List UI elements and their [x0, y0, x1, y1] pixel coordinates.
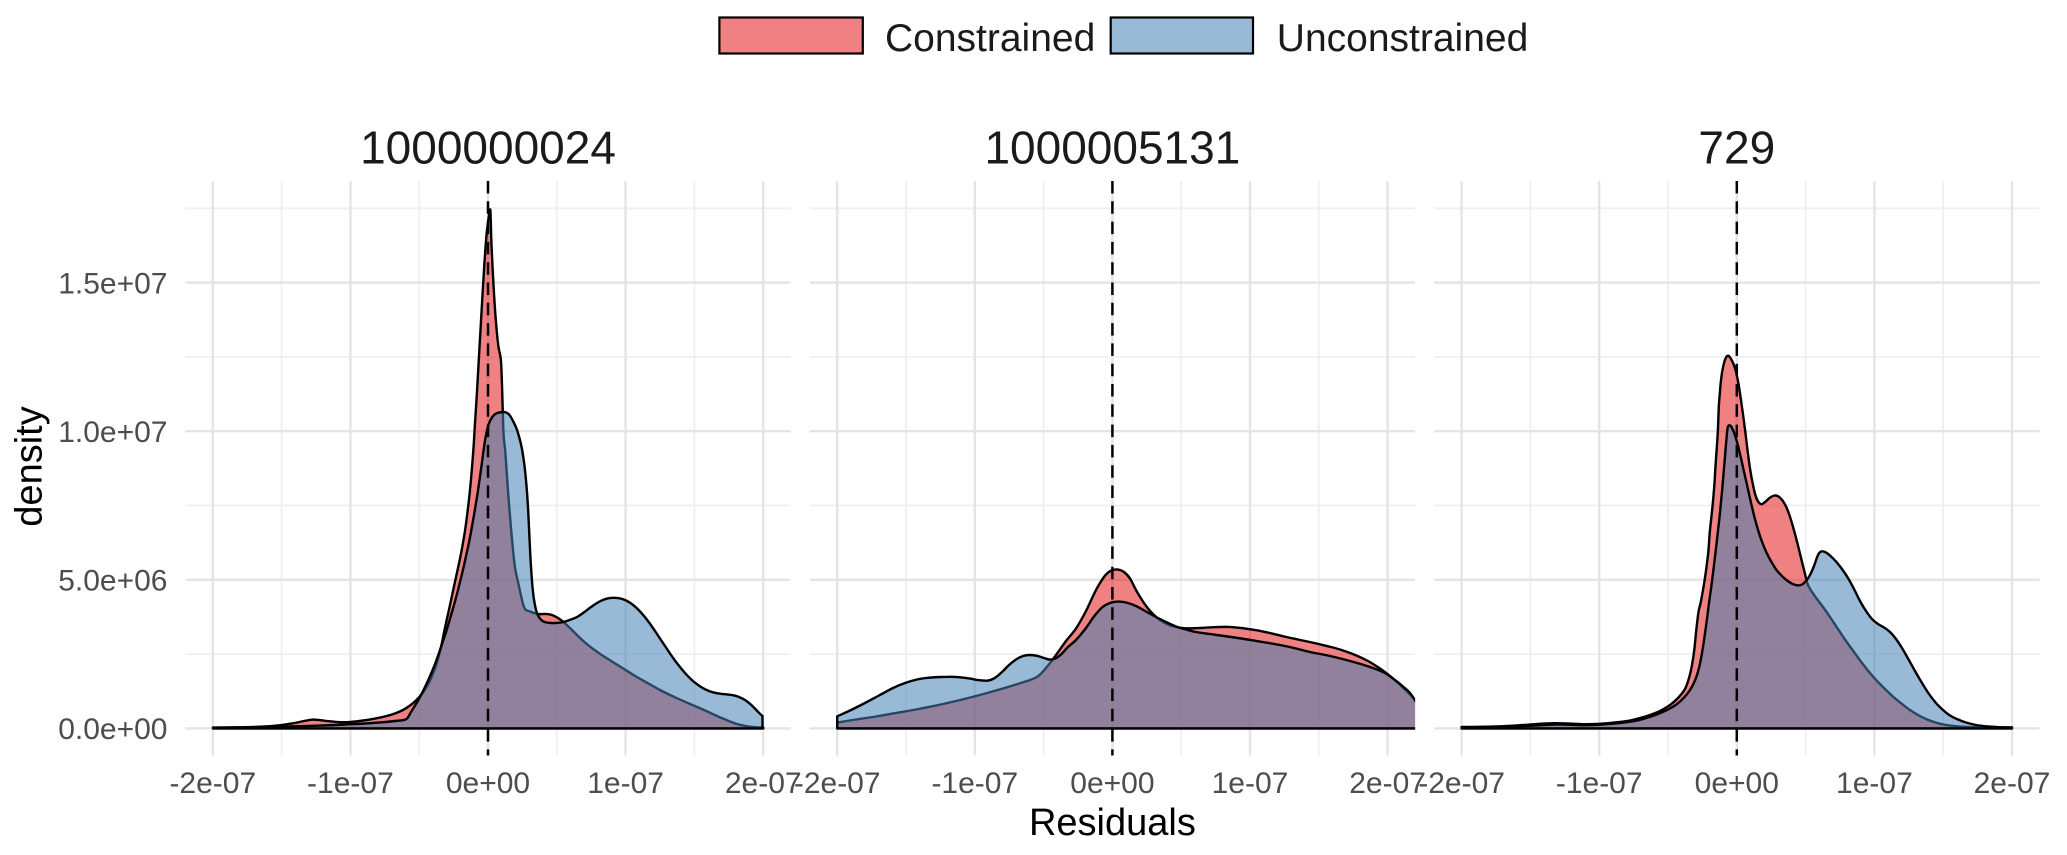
svg-text:5.0e+06: 5.0e+06 [58, 565, 167, 598]
svg-text:-1e-07: -1e-07 [1556, 767, 1643, 800]
svg-text:2e-07: 2e-07 [1974, 767, 2051, 800]
svg-text:0e+00: 0e+00 [1695, 767, 1779, 800]
svg-text:Unconstrained: Unconstrained [1277, 17, 1528, 60]
svg-text:-1e-07: -1e-07 [931, 767, 1018, 800]
svg-text:-1e-07: -1e-07 [307, 767, 394, 800]
svg-text:729: 729 [1698, 122, 1775, 174]
svg-text:Residuals: Residuals [1029, 802, 1196, 844]
svg-text:Constrained: Constrained [885, 17, 1095, 60]
svg-text:0e+00: 0e+00 [446, 767, 530, 800]
svg-text:1.5e+07: 1.5e+07 [58, 267, 167, 300]
svg-text:2e-07: 2e-07 [725, 767, 802, 800]
svg-text:0.0e+00: 0.0e+00 [58, 713, 167, 746]
svg-text:1.0e+07: 1.0e+07 [58, 416, 167, 449]
svg-text:1e-07: 1e-07 [587, 767, 664, 800]
svg-text:1000000024: 1000000024 [360, 122, 616, 174]
svg-text:1e-07: 1e-07 [1212, 767, 1289, 800]
svg-text:0e+00: 0e+00 [1070, 767, 1154, 800]
svg-text:2e-07: 2e-07 [1349, 767, 1426, 800]
svg-text:1e-07: 1e-07 [1836, 767, 1913, 800]
svg-text:-2e-07: -2e-07 [794, 767, 881, 800]
svg-text:density: density [9, 406, 51, 526]
svg-text:-2e-07: -2e-07 [1418, 767, 1505, 800]
svg-text:1000005131: 1000005131 [984, 122, 1240, 174]
svg-text:-2e-07: -2e-07 [169, 767, 256, 800]
